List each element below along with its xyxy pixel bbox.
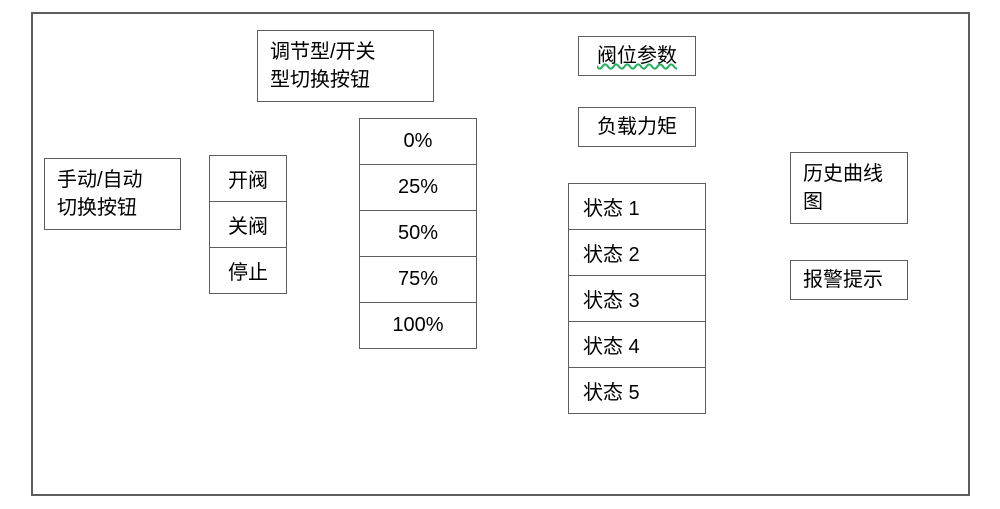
manual-auto-box[interactable]: 手动/自动 切换按钮 bbox=[44, 158, 181, 230]
status-cell[interactable]: 状态 5 bbox=[568, 367, 706, 414]
alarm-label: 报警提示 bbox=[803, 266, 883, 294]
status-cell[interactable]: 状态 3 bbox=[568, 275, 706, 322]
percent-cell[interactable]: 0% bbox=[359, 118, 477, 165]
percent-cell[interactable]: 75% bbox=[359, 256, 477, 303]
alarm-box[interactable]: 报警提示 bbox=[790, 260, 908, 300]
mode-toggle-box[interactable]: 调节型/开关 型切换按钮 bbox=[257, 30, 434, 102]
history-chart-box[interactable]: 历史曲线 图 bbox=[790, 152, 908, 224]
manual-auto-label: 手动/自动 切换按钮 bbox=[57, 166, 143, 222]
valve-op-cell[interactable]: 开阀 bbox=[209, 155, 287, 202]
status-cell[interactable]: 状态 2 bbox=[568, 229, 706, 276]
valve-param-box[interactable]: 阀位参数 bbox=[578, 36, 696, 76]
status-cell[interactable]: 状态 4 bbox=[568, 321, 706, 368]
status-cell[interactable]: 状态 1 bbox=[568, 183, 706, 230]
valve-op-cell[interactable]: 停止 bbox=[209, 247, 287, 294]
percent-cell[interactable]: 25% bbox=[359, 164, 477, 211]
diagram-canvas: 调节型/开关 型切换按钮 手动/自动 切换按钮 开阀关阀停止 0%25%50%7… bbox=[0, 0, 1000, 509]
percent-cell[interactable]: 50% bbox=[359, 210, 477, 257]
outer-frame bbox=[31, 12, 970, 496]
valve-param-label: 阀位参数 bbox=[597, 42, 677, 70]
mode-toggle-label: 调节型/开关 型切换按钮 bbox=[270, 38, 376, 94]
percent-cell[interactable]: 100% bbox=[359, 302, 477, 349]
load-torque-box[interactable]: 负载力矩 bbox=[578, 107, 696, 147]
valve-op-cell[interactable]: 关阀 bbox=[209, 201, 287, 248]
history-chart-label: 历史曲线 图 bbox=[803, 160, 883, 216]
load-torque-label: 负载力矩 bbox=[597, 113, 677, 141]
